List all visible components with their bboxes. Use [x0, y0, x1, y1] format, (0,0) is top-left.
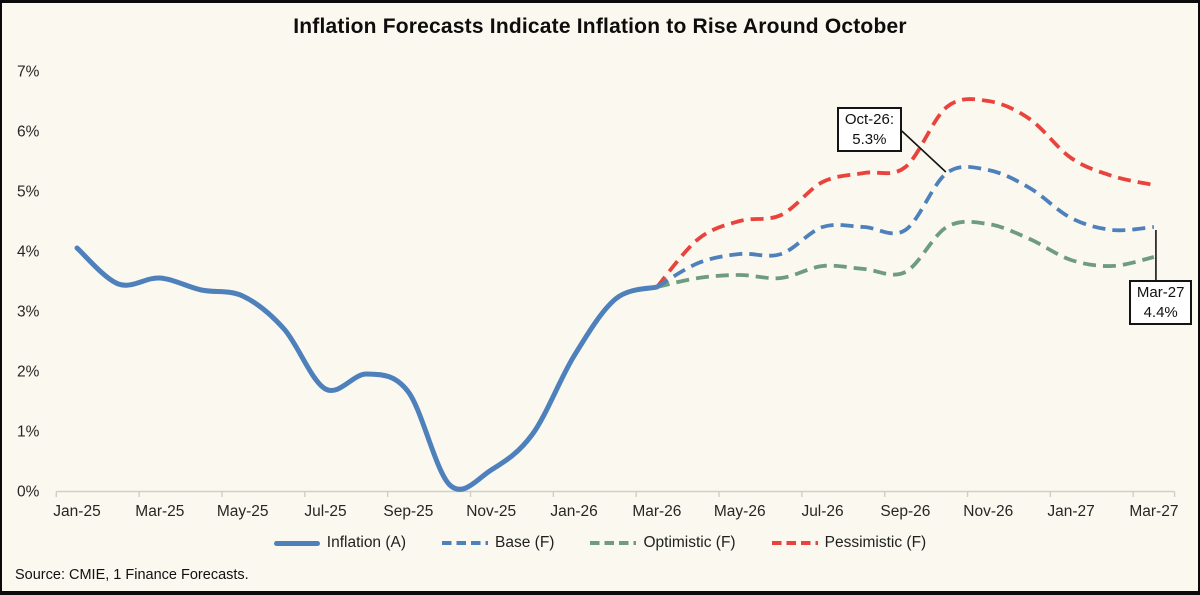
x-tick-label: Sep-26	[880, 503, 930, 520]
x-tick-label: Mar-27	[1129, 503, 1178, 520]
legend-label: Base (F)	[495, 534, 555, 551]
x-tick-label: Jan-27	[1047, 503, 1094, 520]
x-tick-label: Nov-26	[963, 503, 1013, 520]
x-tick-label: Mar-25	[135, 503, 184, 520]
y-tick-label: 1%	[17, 424, 40, 441]
source-note: Source: CMIE, 1 Finance Forecasts.	[15, 567, 249, 583]
legend-marker-solid-line	[273, 540, 320, 546]
annotation-mar-27: Mar-27 4.4%	[1128, 280, 1193, 325]
annotation-callout-line-oct-26	[901, 130, 947, 173]
series-line-inflation-a	[74, 245, 660, 492]
y-tick-label: 6%	[17, 124, 40, 141]
legend-marker-dashed-line	[590, 541, 637, 545]
legend-label: Pessimistic (F)	[824, 534, 927, 551]
x-tick-label: Sep-25	[383, 503, 433, 520]
y-tick-label: 7%	[17, 64, 40, 81]
legend-marker-dashed-line	[442, 541, 489, 545]
x-tick-label: May-25	[217, 503, 269, 520]
y-tick-label: 4%	[17, 244, 40, 261]
x-tick-label: Jan-25	[53, 503, 100, 520]
series-line-base-f	[655, 164, 1155, 289]
legend-item-optimistic-f: Optimistic (F)	[590, 534, 736, 552]
annotation-line: Mar-27	[1136, 284, 1185, 301]
series-line-pessimistic-f	[655, 97, 1155, 289]
legend: Inflation (A) Base (F) Optimistic (F) Pessi…	[2, 534, 1198, 552]
y-tick-label: 5%	[17, 184, 40, 201]
series-line-optimistic-f	[656, 219, 1155, 289]
x-tick-label: Jul-25	[304, 503, 346, 520]
x-tick-label: Jul-26	[801, 503, 843, 520]
legend-item-pessimistic-f: Pessimistic (F)	[771, 534, 927, 552]
y-tick-label: 3%	[17, 304, 40, 321]
legend-item-inflation-a: Inflation (A)	[273, 534, 407, 552]
annotation-oct-26: Oct-26: 5.3%	[836, 107, 902, 152]
y-tick-label: 0%	[17, 484, 40, 501]
x-tick-label: Mar-26	[632, 503, 681, 520]
x-tick-label: Jan-26	[550, 503, 597, 520]
legend-label: Inflation (A)	[326, 534, 407, 551]
y-tick-label: 2%	[17, 364, 40, 381]
x-tick-label: Nov-25	[466, 503, 516, 520]
legend-label: Optimistic (F)	[643, 534, 736, 551]
chart-plot-area: Jan-25 Mar-25 May-25 Jul-25 Sep-25 Nov-25 Jan-…	[17, 64, 1178, 521]
annotation-line: 5.3%	[852, 130, 887, 148]
legend-marker-dashed-line	[771, 541, 818, 545]
annotation-line: Oct-26:	[844, 111, 894, 128]
chart-title: Inflation Forecasts Indicate Inflation t…	[293, 15, 907, 38]
x-tick-label: May-26	[714, 503, 766, 520]
legend-item-base-f: Base (F)	[442, 534, 554, 552]
annotation-line: 4.4%	[1143, 303, 1178, 321]
